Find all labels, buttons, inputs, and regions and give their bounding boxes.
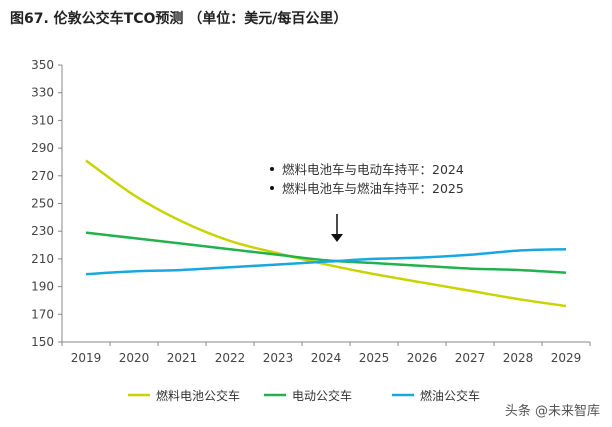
x-tick-label: 2021 <box>167 351 198 365</box>
annotation-arrowhead <box>331 234 343 242</box>
x-tick-label: 2020 <box>119 351 150 365</box>
legend-label: 燃料电池公交车 <box>156 388 240 403</box>
annotation-bullet <box>270 186 274 190</box>
y-tick-label: 210 <box>31 252 54 266</box>
y-tick-label: 270 <box>31 169 54 183</box>
y-tick-label: 350 <box>31 58 54 72</box>
x-tick-label: 2027 <box>455 351 486 365</box>
y-tick-label: 250 <box>31 197 54 211</box>
y-tick-label: 150 <box>31 335 54 349</box>
y-tick-label: 170 <box>31 307 54 321</box>
x-tick-label: 2028 <box>503 351 534 365</box>
x-tick-label: 2022 <box>215 351 246 365</box>
legend-label: 电动公交车 <box>292 388 352 403</box>
y-tick-label: 190 <box>31 280 54 294</box>
y-tick-label: 310 <box>31 113 54 127</box>
x-tick-label: 2023 <box>263 351 294 365</box>
annotation-bullet <box>270 167 274 171</box>
x-tick-label: 2025 <box>359 351 390 365</box>
legend-label: 燃油公交车 <box>420 388 480 403</box>
annotation-text: 燃料电池车与电动车持平：2024 <box>282 162 464 177</box>
x-tick-label: 2024 <box>311 351 342 365</box>
x-tick-label: 2019 <box>71 351 102 365</box>
x-tick-label: 2026 <box>407 351 438 365</box>
watermark: 头条 @未来智库 <box>504 404 600 419</box>
chart-title: 图67. 伦敦公交车TCO预测 （单位：美元/每百公里） <box>10 11 348 27</box>
y-tick-label: 330 <box>31 86 54 100</box>
x-tick-label: 2029 <box>551 351 582 365</box>
y-tick-label: 230 <box>31 224 54 238</box>
y-tick-label: 290 <box>31 141 54 155</box>
annotation-text: 燃料电池车与燃油车持平：2025 <box>282 181 464 196</box>
